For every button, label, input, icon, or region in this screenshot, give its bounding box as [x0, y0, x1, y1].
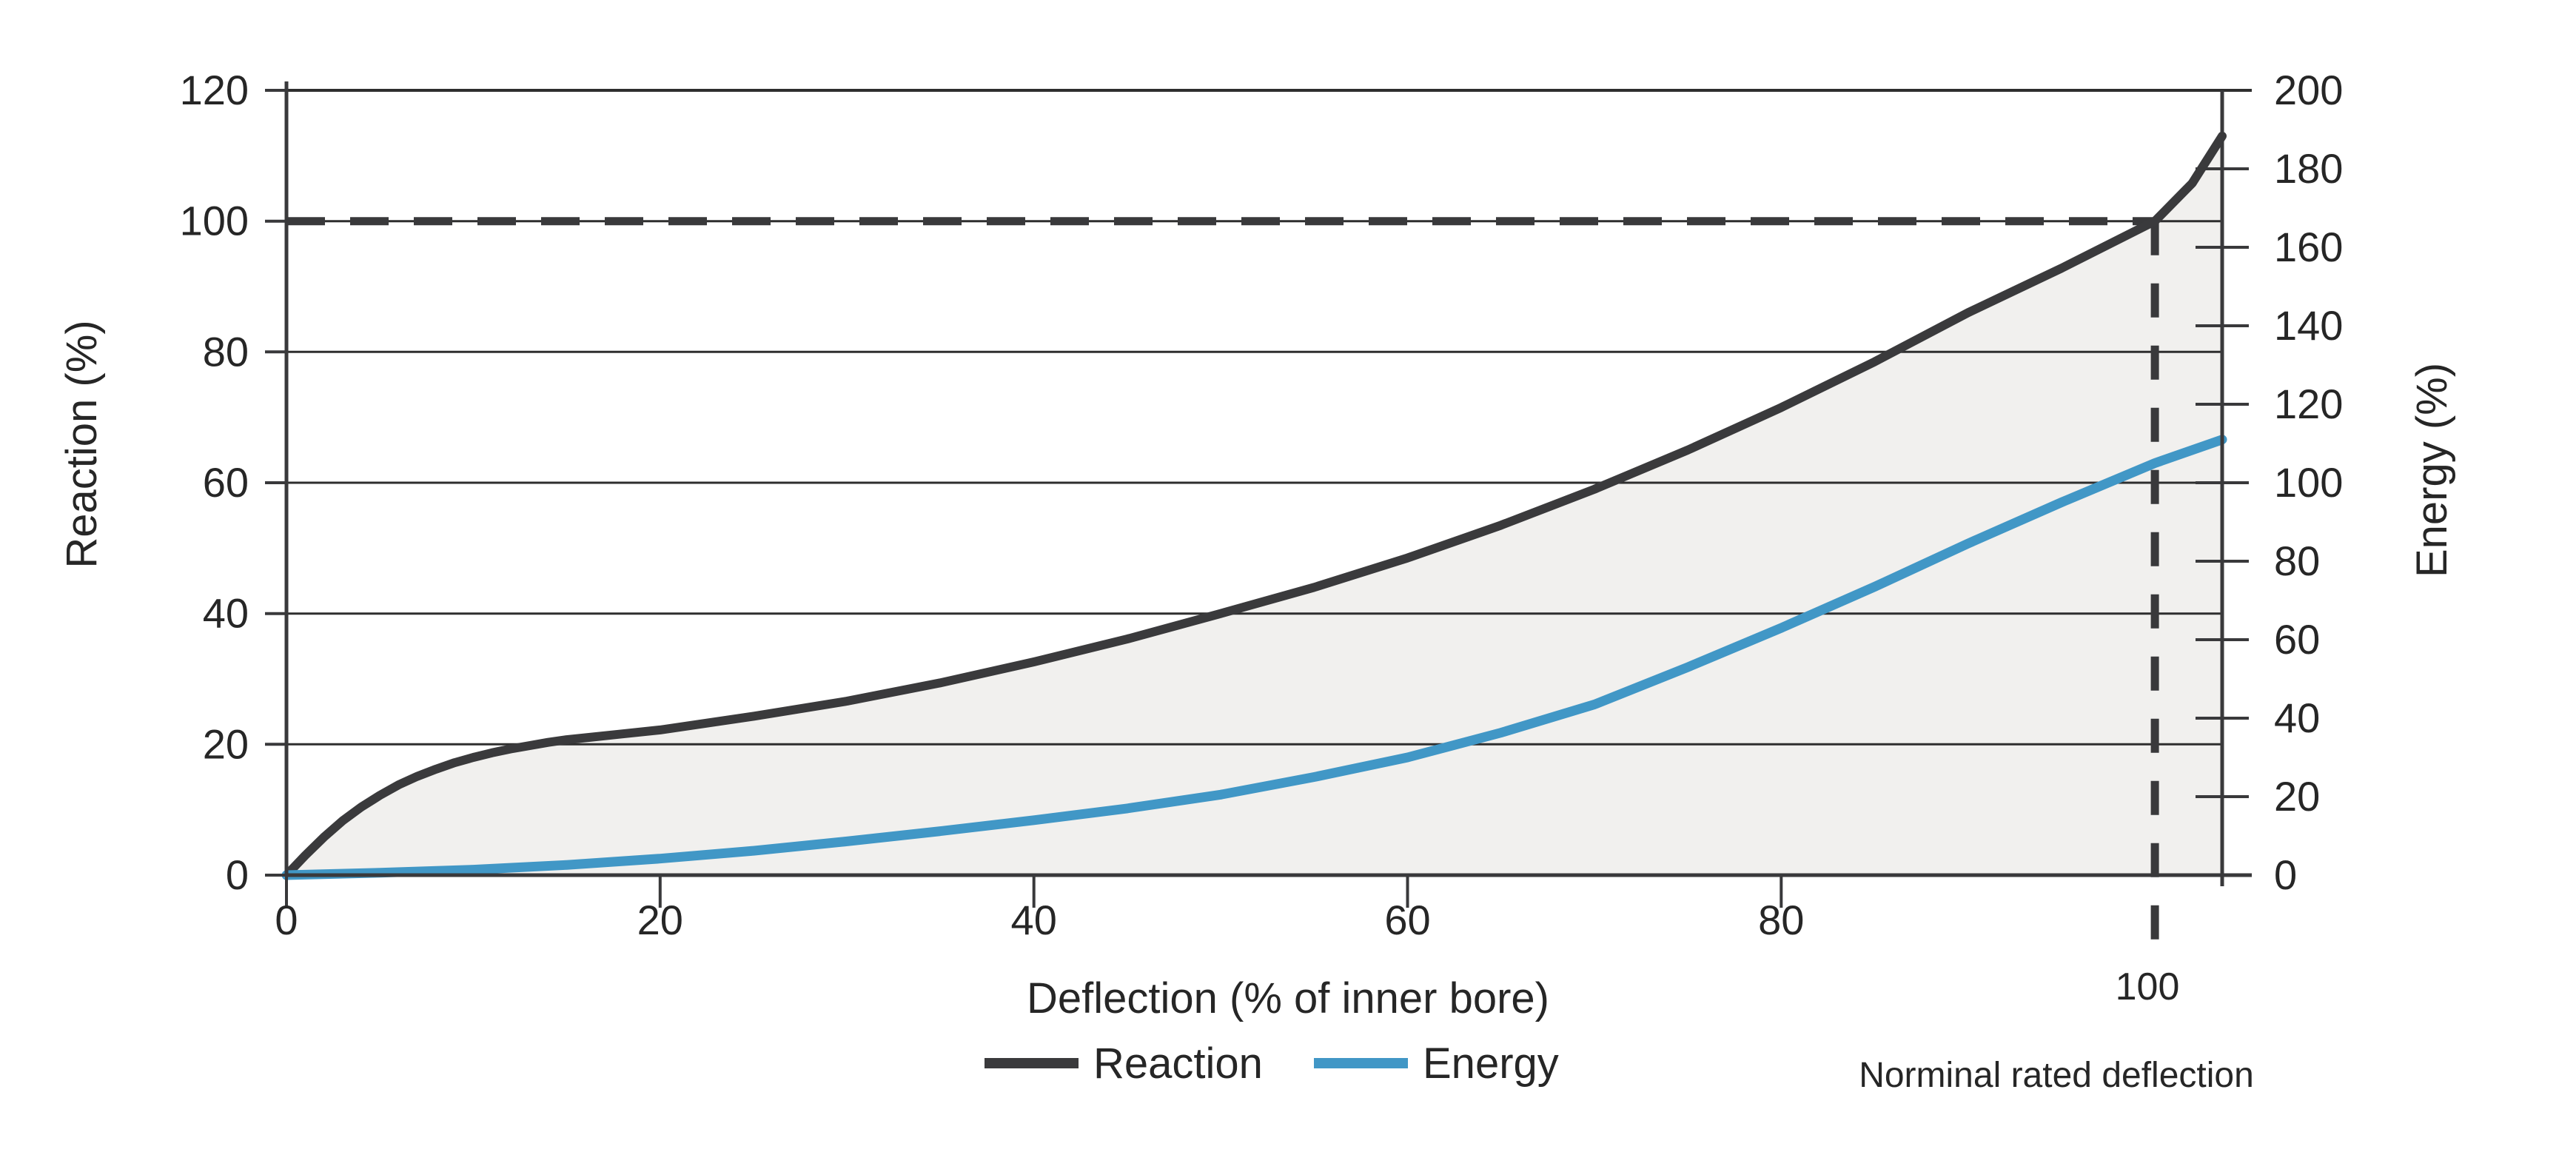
- left-tick-label-100: 100: [180, 198, 249, 244]
- right-tick-label-160: 160: [2274, 224, 2343, 270]
- left-tick-label-60: 60: [203, 459, 249, 506]
- left-tick-label-40: 40: [203, 590, 249, 637]
- fill-under-reaction: [286, 135, 2222, 876]
- right-tick-label-200: 200: [2274, 67, 2343, 113]
- right-tick-label-100: 100: [2274, 459, 2343, 506]
- rated-deflection-tick-label: 100: [2116, 965, 2180, 1008]
- left-tick-label-20: 20: [203, 720, 249, 767]
- left-tick-label-120: 120: [180, 67, 249, 113]
- rated-deflection-guides: [286, 217, 2159, 951]
- right-tick-label-180: 180: [2274, 145, 2343, 192]
- right-tick-label-20: 20: [2274, 773, 2320, 820]
- right-tick-label-60: 60: [2274, 616, 2320, 663]
- legend: Reaction Energy: [985, 1040, 1559, 1088]
- axes: [265, 81, 2252, 908]
- legend-energy-label: Energy: [1423, 1040, 1559, 1088]
- x-tick-label-60: 60: [1384, 897, 1430, 943]
- x-axis-title: Deflection (% of inner bore): [1027, 974, 1549, 1022]
- rated-deflection-annotation: Norminal rated deflection: [1859, 1056, 2254, 1095]
- right-tick-label-40: 40: [2274, 694, 2320, 741]
- x-tick-label-40: 40: [1011, 897, 1057, 943]
- left-y-axis-title: Reaction (%): [58, 320, 106, 568]
- right-tick-label-0: 0: [2274, 851, 2297, 898]
- left-tick-label-0: 0: [226, 851, 249, 898]
- right-tick-label-140: 140: [2274, 302, 2343, 349]
- left-tick-label-80: 80: [203, 328, 249, 375]
- right-tick-label-80: 80: [2274, 538, 2320, 584]
- x-tick-label-80: 80: [1758, 897, 1804, 943]
- tick-labels: 0 20 40 60 80 100 120 0 20 40 60 80 100 120 140 160 180 2…: [180, 67, 2344, 943]
- legend-reaction-label: Reaction: [1093, 1040, 1263, 1088]
- data-curves: [281, 131, 2227, 880]
- right-y-axis-title: Energy (%): [2408, 363, 2456, 578]
- x-tick-label-0: 0: [275, 897, 298, 943]
- x-tick-label-20: 20: [637, 897, 683, 943]
- reaction-area-shade: [286, 135, 2222, 876]
- energy-curve: [281, 435, 2227, 880]
- right-tick-label-120: 120: [2274, 381, 2343, 427]
- reaction-curve: [282, 131, 2227, 880]
